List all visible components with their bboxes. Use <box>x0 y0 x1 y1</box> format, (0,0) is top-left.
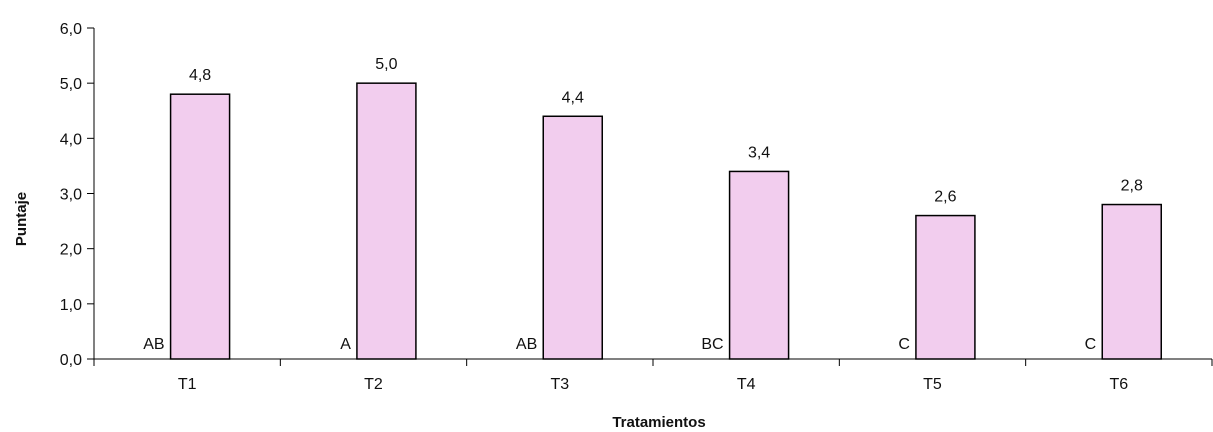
y-tick-label: 0,0 <box>60 352 82 369</box>
group-label-t4: BC <box>701 336 723 353</box>
y-tick-label: 4,0 <box>60 131 82 148</box>
x-tick-label-t1: T1 <box>178 376 197 393</box>
group-label-t6: C <box>1085 336 1097 353</box>
y-tick-label: 2,0 <box>60 242 82 259</box>
x-axis-title: Tratamientos <box>612 414 705 431</box>
group-label-t1: AB <box>143 336 164 353</box>
group-label-t3: AB <box>516 336 537 353</box>
bars <box>169 82 1162 360</box>
data-label-t4: 3,4 <box>748 144 770 161</box>
data-label-t1: 4,8 <box>189 67 211 84</box>
x-axis: T1 T2 T3 T4 T5 T6 <box>93 358 1213 393</box>
y-tick-label: 3,0 <box>60 187 82 204</box>
y-axis: 0,0 1,0 2,0 3,0 4,0 5,0 6,0 <box>60 21 95 369</box>
bar-t5 <box>915 214 976 360</box>
bar-t4 <box>728 170 790 360</box>
bar-t1 <box>169 93 231 360</box>
y-tick-label: 6,0 <box>60 21 82 38</box>
y-tick-label: 5,0 <box>60 76 82 93</box>
bar-t6 <box>1101 203 1162 360</box>
y-tick-label: 1,0 <box>60 297 82 314</box>
group-label-t2: A <box>340 336 351 353</box>
x-tick-label-t2: T2 <box>364 376 383 393</box>
x-tick-label-t5: T5 <box>923 376 942 393</box>
x-tick-label-t6: T6 <box>1109 376 1128 393</box>
labels: 4,8 AB 5,0 A 4,4 AB 3,4 BC 2,6 C 2,8 C <box>143 56 1143 353</box>
x-tick-label-t3: T3 <box>550 376 569 393</box>
y-axis-title: Puntaje <box>13 192 30 246</box>
group-label-t5: C <box>898 336 910 353</box>
data-label-t3: 4,4 <box>562 89 584 106</box>
x-tick-label-t4: T4 <box>737 376 756 393</box>
data-label-t5: 2,6 <box>934 189 956 206</box>
bar-t3 <box>542 115 603 360</box>
data-label-t2: 5,0 <box>375 56 397 73</box>
bar-t2 <box>356 82 417 360</box>
data-label-t6: 2,8 <box>1121 178 1143 195</box>
